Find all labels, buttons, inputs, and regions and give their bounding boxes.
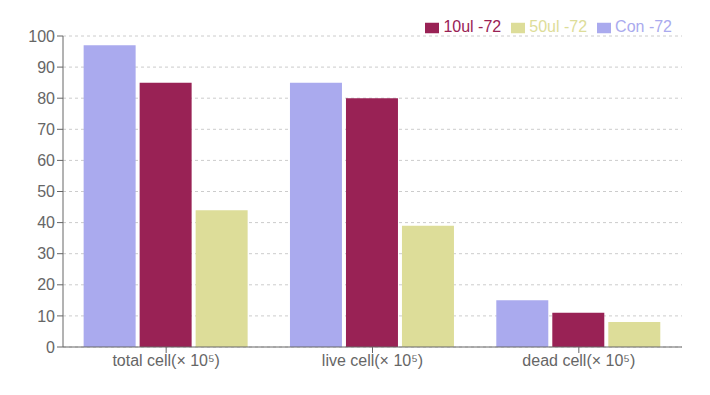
svg-text:40: 40 xyxy=(37,214,55,231)
svg-text:60: 60 xyxy=(37,152,55,169)
svg-text:10: 10 xyxy=(37,308,55,325)
svg-text:30: 30 xyxy=(37,245,55,262)
svg-text:100: 100 xyxy=(28,28,55,45)
html-text:50ul -72: 50ul -72 xyxy=(529,18,588,35)
html-text:10ul -72: 10ul -72 xyxy=(443,18,502,35)
svg-text:20: 20 xyxy=(37,276,55,293)
svg-text:0: 0 xyxy=(46,339,55,356)
svg-text:50: 50 xyxy=(37,183,55,200)
svg-text:dead cell(× 10⁵): dead cell(× 10⁵) xyxy=(522,352,635,369)
html-text:Con -72: Con -72 xyxy=(615,18,672,35)
svg-text:80: 80 xyxy=(37,90,55,107)
svg-text:live cell(× 10⁵): live cell(× 10⁵) xyxy=(322,352,423,369)
svg-text:total cell(× 10⁵): total cell(× 10⁵) xyxy=(112,352,220,369)
svg-text:70: 70 xyxy=(37,121,55,138)
svg-text:90: 90 xyxy=(37,59,55,76)
